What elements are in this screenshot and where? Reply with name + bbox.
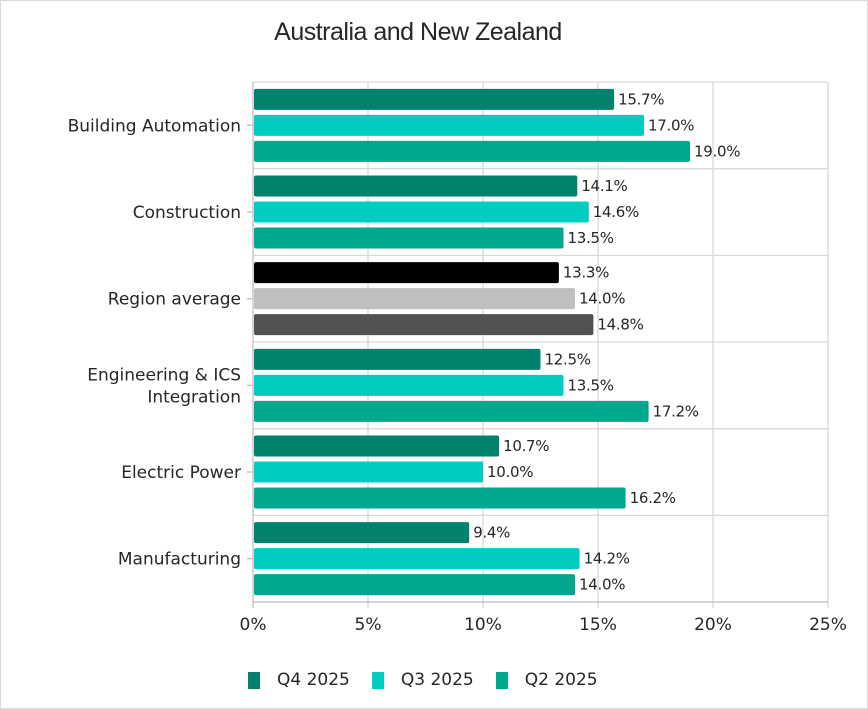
data-label: 14.2% [584,550,630,568]
bars [254,88,690,596]
data-label: 13.5% [568,229,614,247]
bar [254,88,615,110]
bar [254,400,649,422]
legend: Q4 2025 Q3 2025 Q2 2025 [248,670,620,690]
x-tick-label: 15% [579,615,617,635]
legend-swatch [371,671,384,689]
data-label: 17.0% [648,116,694,134]
category-label: Engineering & ICS [87,365,241,385]
data-label: 17.2% [653,402,699,420]
bar [254,288,575,310]
legend-item-q3[interactable]: Q3 2025 [371,670,474,690]
data-labels: 15.7% 17.0%19.0% 14.1% 14.6% 13.5% 13.3% 14.0%… [473,90,740,593]
bar [254,175,578,197]
legend-item-q4[interactable]: Q4 2025 [248,670,350,690]
data-label: 9.4% [473,524,510,542]
category-labels: Building Automation Construction Region av… [68,116,253,570]
legend-label: Q2 2025 [524,670,598,690]
category-label: Electric Power [121,463,241,483]
data-label: 13.5% [568,376,614,394]
bar [254,314,594,336]
bar [254,114,644,136]
bar [254,461,483,483]
data-label: 14.8% [597,316,643,334]
bar [254,574,575,596]
bar [254,487,626,509]
data-label: 10.7% [503,437,549,455]
bar [254,348,541,370]
bar [254,140,690,162]
legend-label: Q3 2025 [400,670,474,690]
category-label: Integration [147,387,241,407]
data-label: 10.0% [487,463,533,481]
bar [254,435,500,457]
x-tick-label: 0% [240,615,267,635]
data-label: 14.1% [581,177,627,195]
data-label: 15.7% [618,90,664,108]
category-label: Construction [133,203,241,223]
data-label: 16.2% [630,489,676,507]
x-tick-label: 5% [355,615,382,635]
x-tick-label: 10% [464,615,502,635]
x-tick-label: 20% [694,615,732,635]
data-label: 19.0% [694,142,740,160]
category-label: Region average [108,290,241,310]
x-tick-label: 25% [809,615,847,635]
gridlines [252,81,829,609]
data-label: 13.3% [563,264,609,282]
legend-label: Q4 2025 [277,670,350,690]
legend-item-q2[interactable]: Q2 2025 [495,670,598,690]
bar [254,227,564,249]
data-label: 14.0% [579,576,625,594]
category-label: Building Automation [68,116,241,136]
x-axis-ticks: 0% 5% 10% 15% 20% 25% [240,615,847,635]
bar [254,522,470,544]
category-label: Manufacturing [118,550,241,570]
chart-title: Australia and New Zealand [274,18,562,46]
bar [254,201,589,223]
bar [254,548,580,570]
data-label: 12.5% [545,350,591,368]
bar [254,374,564,396]
bar [254,262,559,284]
legend-swatch [248,671,260,689]
legend-swatch [495,671,508,689]
data-label: 14.6% [593,203,639,221]
data-label: 14.0% [579,290,625,308]
